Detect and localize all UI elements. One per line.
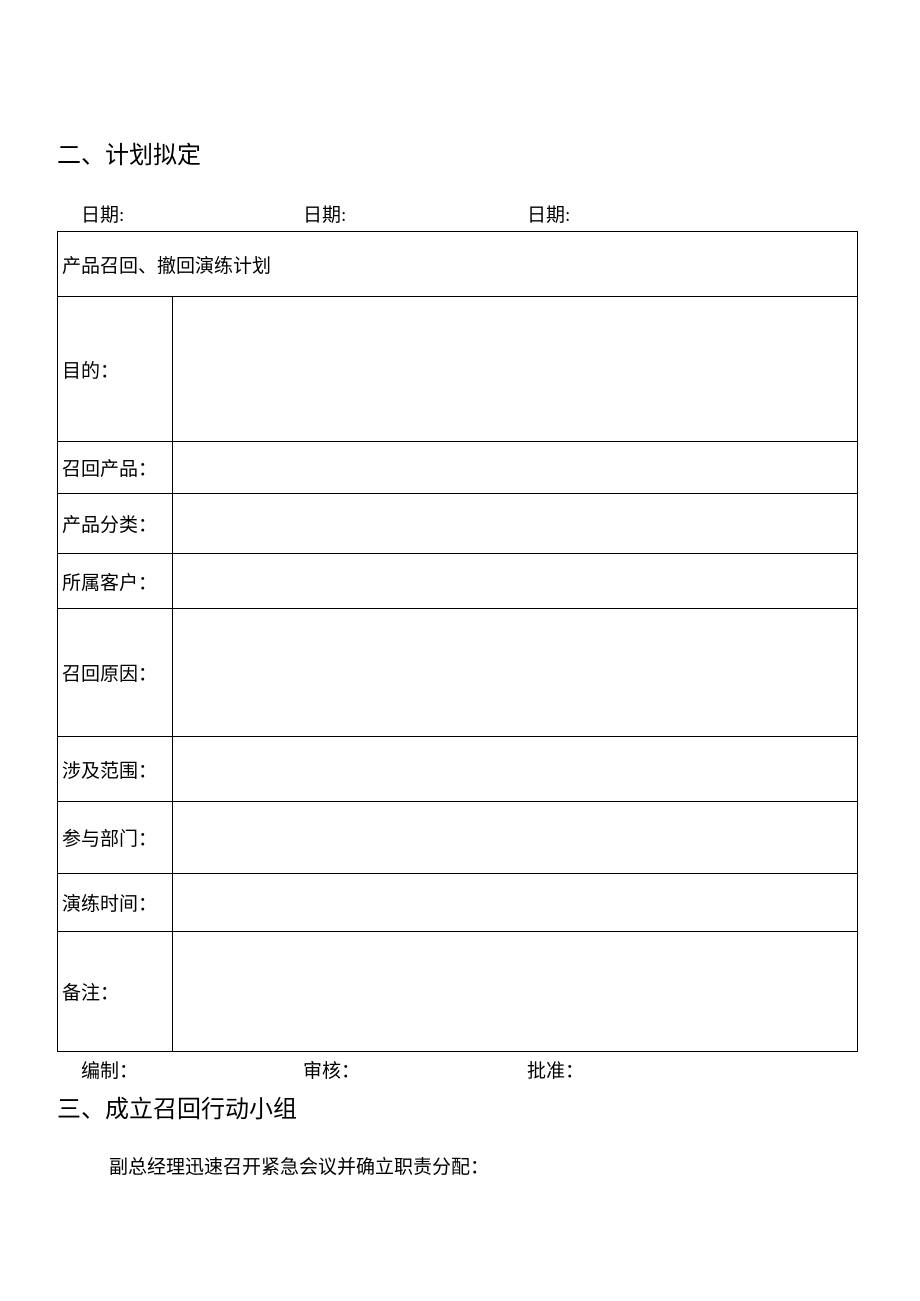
purpose-value (172, 297, 857, 442)
time-label: 演练时间： (58, 874, 173, 932)
dept-label: 参与部门： (58, 802, 173, 874)
recall-plan-table: 产品召回、撤回演练计划 目的： 召回产品： 产品分类： 所属客户： 召回原因： … (57, 231, 858, 1052)
table-row: 所属客户： (58, 554, 858, 609)
footer-label-3: 批准： (527, 1056, 584, 1083)
date-row: 日期: 日期: 日期: (57, 200, 860, 227)
date-label-3: 日期: (527, 200, 570, 227)
footer-row: 编制： 审核： 批准： (57, 1056, 860, 1083)
customer-label: 所属客户： (58, 554, 173, 609)
table-row: 召回产品： (58, 442, 858, 494)
section3-heading: 三、成立召回行动小组 (57, 1089, 860, 1124)
section3-body: 副总经理迅速召开紧急会议并确立职责分配： (57, 1152, 860, 1179)
category-label: 产品分类： (58, 494, 173, 554)
remark-label: 备注： (58, 932, 173, 1052)
section2-heading: 二、计划拟定 (57, 135, 860, 170)
purpose-label: 目的： (58, 297, 173, 442)
table-row: 备注： (58, 932, 858, 1052)
dept-value (172, 802, 857, 874)
table-title: 产品召回、撤回演练计划 (58, 232, 858, 297)
table-row: 产品分类： (58, 494, 858, 554)
table-row: 涉及范围： (58, 737, 858, 802)
category-value (172, 494, 857, 554)
scope-label: 涉及范围： (58, 737, 173, 802)
table-row: 目的： (58, 297, 858, 442)
scope-value (172, 737, 857, 802)
customer-value (172, 554, 857, 609)
table-row: 参与部门： (58, 802, 858, 874)
time-value (172, 874, 857, 932)
date-label-2: 日期: (303, 200, 527, 227)
remark-value (172, 932, 857, 1052)
reason-label: 召回原因： (58, 609, 173, 737)
table-row: 召回原因： (58, 609, 858, 737)
table-row: 演练时间： (58, 874, 858, 932)
reason-value (172, 609, 857, 737)
date-label-1: 日期: (81, 200, 303, 227)
footer-label-2: 审核： (303, 1056, 527, 1083)
table-title-row: 产品召回、撤回演练计划 (58, 232, 858, 297)
product-value (172, 442, 857, 494)
product-label: 召回产品： (58, 442, 173, 494)
footer-label-1: 编制： (81, 1056, 303, 1083)
